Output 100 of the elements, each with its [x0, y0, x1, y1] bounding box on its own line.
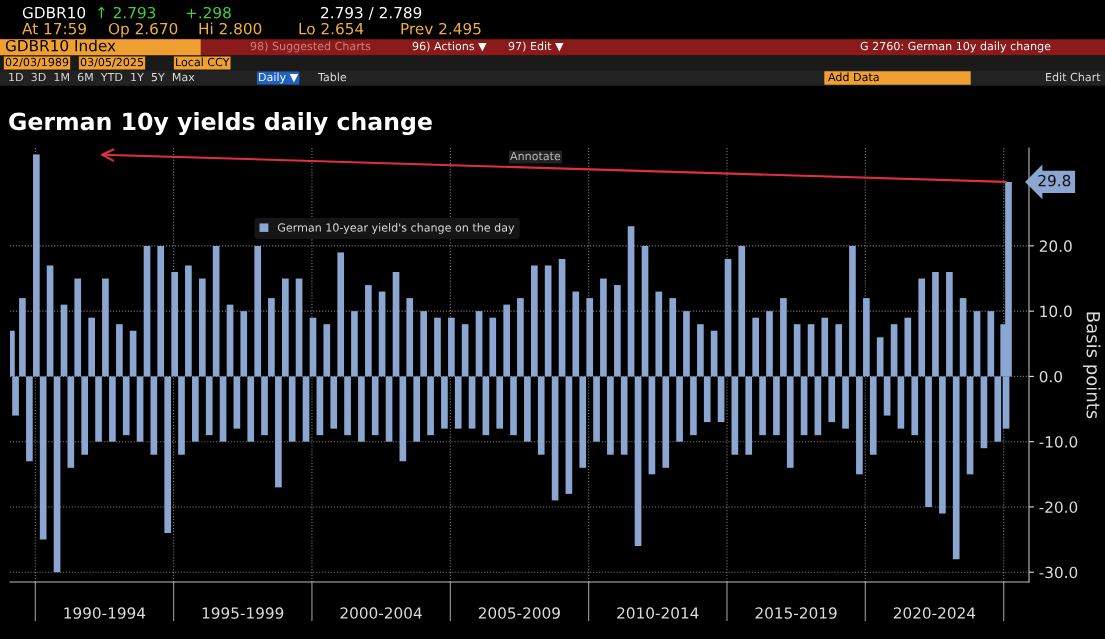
x-tick-label: 2005-2009 [478, 607, 560, 619]
bar [219, 376, 227, 442]
bar [641, 245, 649, 377]
bar [171, 272, 179, 377]
y-tick-label: 10.0 [1040, 305, 1072, 318]
text: 03/05/2025 [80, 57, 144, 68]
bar [212, 245, 220, 377]
bar [496, 376, 504, 429]
bar [946, 272, 953, 377]
bar [150, 376, 158, 455]
bar [427, 376, 434, 436]
bar [655, 291, 663, 377]
bar [392, 272, 400, 377]
bar [531, 265, 538, 377]
text: 2.793 / 2.789 [321, 6, 422, 20]
bar [482, 376, 490, 436]
bar [911, 376, 919, 436]
bar [46, 265, 54, 377]
text: Hi 2.800 [199, 22, 262, 35]
bar [461, 324, 469, 377]
text: Local CCY [176, 57, 230, 67]
y-tick-label: -20.0 [1039, 501, 1078, 513]
bar [703, 376, 711, 423]
bar [323, 324, 331, 377]
bar [551, 376, 559, 501]
text: ↑ 2.793 [98, 6, 156, 19]
text: Add Data [828, 72, 879, 82]
y-tick-label: 20.0 [1039, 240, 1072, 252]
bar [648, 376, 656, 475]
bar [406, 298, 414, 377]
bar [614, 285, 621, 377]
bar [869, 376, 877, 455]
bar [399, 376, 407, 462]
bar [537, 376, 545, 455]
bar [475, 311, 483, 377]
text: 02/03/1989 [5, 57, 69, 68]
bar [572, 291, 580, 377]
bar [302, 376, 310, 442]
bar [828, 376, 836, 423]
bar [890, 324, 898, 377]
bar [593, 376, 600, 442]
bar [814, 376, 822, 436]
bar [600, 278, 607, 377]
bar [185, 265, 192, 377]
bar [959, 298, 967, 377]
bar [26, 376, 33, 462]
bar [773, 376, 780, 436]
x-tick-label: 1995-1999 [202, 607, 284, 619]
text: Daily ▼ [259, 72, 299, 84]
bar [724, 258, 732, 377]
text: 1D 3D 1M 6M YTD 1Y 5Y Max [9, 72, 195, 82]
bar [454, 376, 462, 429]
bar [973, 311, 981, 377]
bar [987, 311, 995, 377]
y-tick-label: 0.0 [1039, 370, 1062, 383]
bar [620, 376, 628, 455]
bar [849, 245, 856, 377]
bar [627, 226, 635, 377]
bar [586, 298, 594, 377]
bar [240, 311, 248, 377]
bar [199, 278, 206, 377]
bar [205, 376, 213, 436]
bar [579, 376, 587, 468]
bar [780, 298, 787, 377]
bar [67, 376, 75, 468]
bar [558, 258, 566, 377]
bar [420, 311, 428, 377]
bar [316, 376, 324, 436]
bar [662, 376, 670, 468]
bar [288, 376, 296, 442]
bar [793, 324, 801, 377]
bar [157, 245, 165, 377]
bar [337, 252, 345, 377]
bar [95, 376, 102, 442]
bar [441, 376, 448, 429]
bar [358, 376, 365, 442]
bar [897, 376, 905, 429]
bar [109, 376, 116, 442]
annotation: 29.8 [1038, 174, 1071, 187]
bar [351, 311, 358, 377]
bar [759, 376, 766, 436]
bar [344, 376, 351, 436]
annotation: Annotate [510, 151, 561, 161]
bar [74, 278, 82, 377]
bar [925, 376, 932, 507]
bar [385, 376, 393, 442]
bar [717, 376, 725, 423]
bar [544, 265, 552, 377]
bar [565, 376, 573, 494]
text: Table [317, 72, 347, 82]
bar [275, 376, 282, 488]
bar [807, 324, 815, 377]
bar [966, 376, 974, 475]
bar [164, 376, 172, 534]
text: GDBR10 Index [5, 39, 116, 52]
bar [980, 376, 988, 449]
bar [690, 376, 697, 436]
bar [932, 272, 939, 377]
bar [371, 376, 379, 436]
x-tick-label: 2010-2014 [617, 607, 699, 619]
